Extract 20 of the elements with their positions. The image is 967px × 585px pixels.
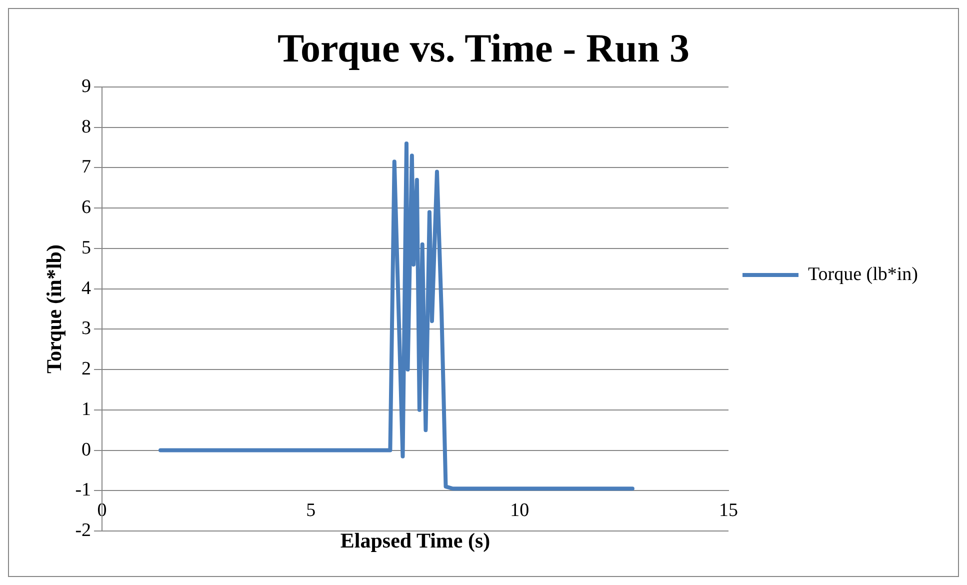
y-tick-label: 2: [82, 358, 92, 380]
y-tick-label: 5: [82, 237, 92, 258]
y-tick-label: 3: [82, 318, 92, 340]
y-tick-label: 6: [82, 197, 92, 218]
x-axis-title: Elapsed Time (s): [340, 528, 490, 552]
y-tick-label: 7: [82, 156, 92, 178]
y-tick-label: -2: [75, 520, 92, 541]
x-tick-label: 5: [306, 500, 316, 522]
y-tick-label: 9: [82, 76, 92, 97]
y-tick-label: 1: [82, 398, 92, 420]
y-tick-label: 0: [82, 439, 92, 460]
legend-label: Torque (lb*in): [808, 264, 918, 285]
y-axis-title: Torque (in*lb): [42, 244, 66, 374]
y-tick-label: 4: [82, 278, 92, 299]
x-tick-label: 10: [510, 500, 530, 522]
x-tick-label: 15: [719, 500, 738, 522]
x-tick-label: 0: [97, 500, 107, 522]
y-tick-label: 8: [82, 116, 92, 138]
chart-title: Torque vs. Time - Run 3: [278, 25, 690, 70]
y-tick-label: -1: [75, 480, 92, 501]
